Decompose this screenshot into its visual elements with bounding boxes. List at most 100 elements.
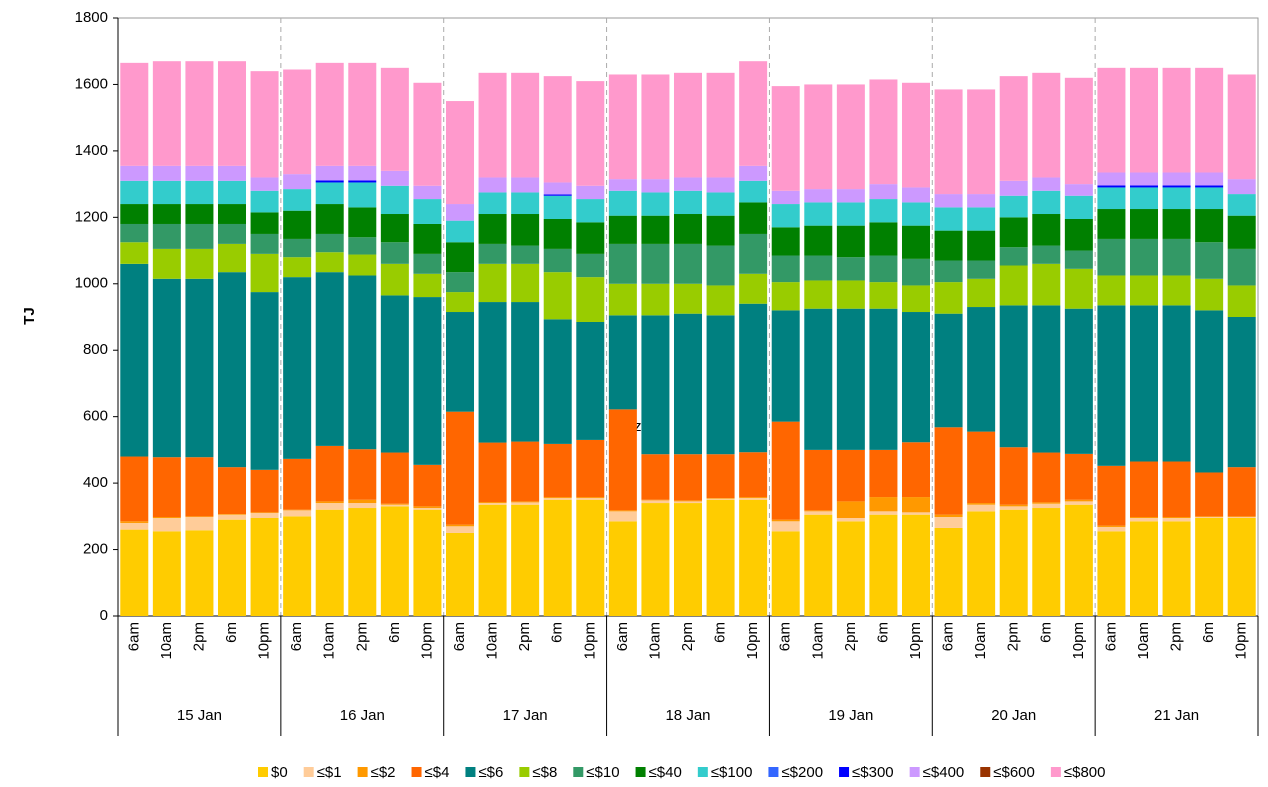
bar-segment [641, 192, 670, 216]
legend-label: ≤$100 [711, 764, 753, 781]
bar-segment [445, 292, 475, 313]
x-tick-label: 10pm [907, 622, 924, 660]
bar-segment [185, 457, 214, 517]
bar-segment [315, 445, 344, 502]
x-tick-label: 6m [712, 622, 729, 643]
bar-segment [1129, 238, 1159, 276]
bar-segment [1162, 516, 1191, 518]
x-tick-label: 10pm [1233, 622, 1250, 660]
legend-swatch [411, 767, 422, 777]
bar-segment [315, 233, 344, 253]
bar-segment [673, 190, 703, 215]
bar-segment [543, 497, 572, 499]
bar-segment [706, 315, 735, 455]
bar-segment [217, 514, 247, 515]
x-tick-label: 6m [223, 622, 240, 643]
bar-segment [348, 254, 377, 276]
bar-segment [967, 504, 996, 512]
bar-segment [739, 180, 768, 203]
bar-segment [739, 498, 768, 500]
bar-segment [152, 516, 181, 518]
bar-segment [1195, 209, 1224, 243]
x-tick-label: 6am [1102, 622, 1119, 651]
bar-segment [315, 204, 344, 234]
bar-segment [413, 297, 442, 465]
bar-segment [934, 313, 963, 428]
bar-segment [1097, 185, 1126, 188]
bar-segment [315, 165, 344, 181]
bar-segment [934, 282, 963, 314]
bar-segment [185, 516, 214, 531]
bar-segment [185, 223, 214, 249]
bar-segment [608, 190, 637, 216]
bar-segment [152, 531, 181, 616]
bar-segment [250, 71, 279, 178]
legend-swatch [573, 767, 584, 777]
bar-segment [771, 421, 800, 520]
bar-segment [901, 442, 931, 498]
bar-segment [152, 223, 181, 249]
legend-label: ≤$600 [993, 764, 1035, 781]
x-tick-label: 6am [777, 622, 794, 651]
bar-segment [576, 498, 605, 500]
bar-segment [348, 62, 377, 166]
bar-segment [1195, 278, 1224, 311]
legend-label: ≤$4 [425, 764, 450, 781]
legend-label: ≤$40 [649, 764, 682, 781]
bar-segment [315, 509, 344, 616]
bar-segment [934, 527, 963, 616]
bar-segment [934, 427, 963, 515]
bar-segment [641, 315, 670, 455]
x-tick-label: 10am [972, 622, 989, 660]
bar-segment [185, 530, 214, 616]
legend-swatch [635, 767, 646, 777]
bar-segment [967, 89, 996, 195]
bar-segment [348, 499, 377, 504]
bar-segment [511, 245, 540, 264]
bar-segment [413, 253, 442, 274]
bar-segment [1227, 516, 1256, 517]
bar-segment [771, 519, 800, 522]
bar-segment [739, 452, 768, 498]
bar-segment [1032, 452, 1061, 503]
bar-segment [120, 62, 149, 166]
bar-segment [1064, 268, 1093, 309]
bar-segment [348, 180, 377, 183]
bar-segment [641, 179, 670, 193]
bar-segment [999, 247, 1028, 266]
bar-segment [673, 454, 703, 501]
bar-segment [641, 454, 670, 500]
bar-segment [348, 182, 377, 208]
bar-segment [511, 192, 540, 215]
bar-segment [380, 295, 409, 453]
bar-segment [836, 225, 865, 258]
bar-segment [967, 307, 996, 432]
bar-segment [706, 454, 735, 499]
bar-segment [901, 225, 931, 259]
bar-segment [1227, 517, 1256, 616]
legend-label: ≤$200 [781, 764, 823, 781]
bar-segment [739, 165, 768, 181]
bar-segment [608, 74, 637, 180]
bar-segment [999, 217, 1028, 248]
bar-segment [1064, 499, 1093, 502]
group-label: 19 Jan [828, 707, 873, 724]
bar-segment [217, 243, 247, 273]
x-tick-label: 10am [158, 622, 175, 660]
bar-segment [1129, 209, 1159, 239]
bar-segment [478, 177, 507, 193]
x-tick-label: 10pm [1070, 622, 1087, 660]
bar-segment [380, 185, 409, 215]
bar-segment [511, 177, 540, 193]
bar-segment [804, 84, 833, 190]
x-tick-label: 2pm [190, 622, 207, 651]
bar-segment [413, 464, 442, 507]
bar-segment [185, 165, 214, 181]
bar-segment [543, 319, 572, 444]
bar-segment [283, 510, 312, 517]
bar-segment [1032, 72, 1061, 178]
bar-segment [576, 321, 605, 440]
bar-segment [869, 79, 898, 185]
bar-segment [1227, 179, 1256, 195]
bar-segment [1162, 172, 1191, 186]
